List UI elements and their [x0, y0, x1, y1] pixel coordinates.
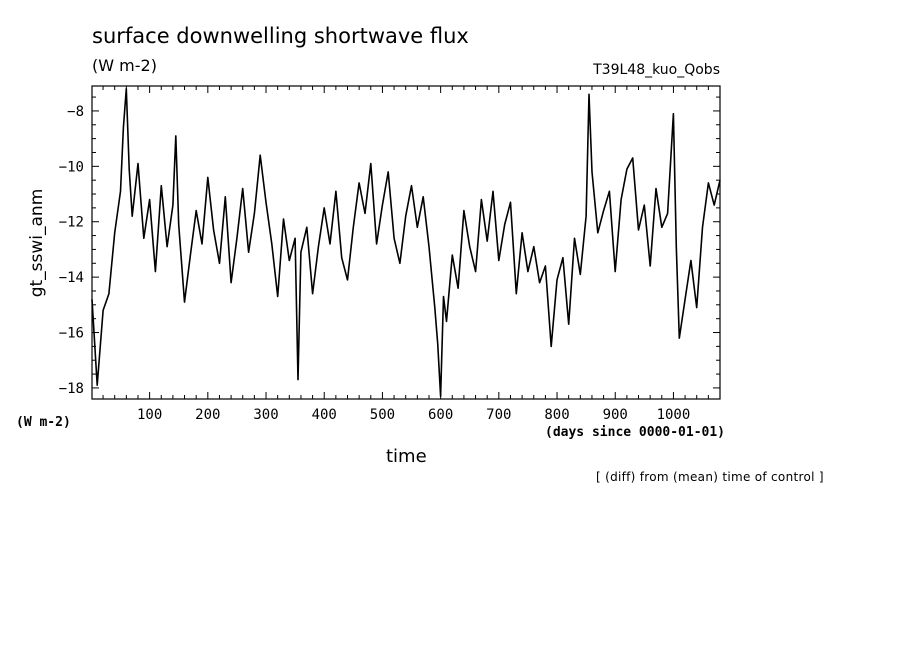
- y-tick-label: −8: [67, 104, 84, 120]
- y-tick-label: −14: [59, 270, 84, 286]
- x-tick-label: 800: [544, 407, 569, 423]
- x-tick-label: 200: [195, 407, 220, 423]
- x-tick-label: 600: [428, 407, 453, 423]
- y-tick-label: −16: [59, 326, 84, 342]
- x-tick-label: 900: [603, 407, 628, 423]
- run-label: T39L48_kuo_Qobs: [593, 62, 720, 78]
- y-tick-label: −18: [59, 381, 84, 397]
- x-tick-label: 500: [370, 407, 395, 423]
- chart-title: surface downwelling shortwave flux: [92, 24, 469, 48]
- y-tick-label: −12: [59, 215, 84, 231]
- series-line-0: [91, 88, 721, 398]
- y-axis-units: (W m-2): [16, 415, 71, 430]
- x-tick-label: 400: [312, 407, 337, 423]
- x-axis-label: time: [386, 446, 427, 467]
- chart-note: [ (diff) from (mean) time of control ]: [596, 470, 824, 484]
- x-tick-label: 1000: [657, 407, 691, 423]
- x-axis-units: (days since 0000-01-01): [545, 425, 726, 440]
- y-axis-label: gt_sswi_anm: [27, 189, 47, 298]
- chart-units: (W m-2): [92, 56, 157, 75]
- x-tick-label: 300: [253, 407, 278, 423]
- y-tick-label: −10: [59, 159, 84, 175]
- plot-frame: [91, 85, 721, 400]
- x-tick-label: 100: [137, 407, 162, 423]
- x-tick-label: 700: [486, 407, 511, 423]
